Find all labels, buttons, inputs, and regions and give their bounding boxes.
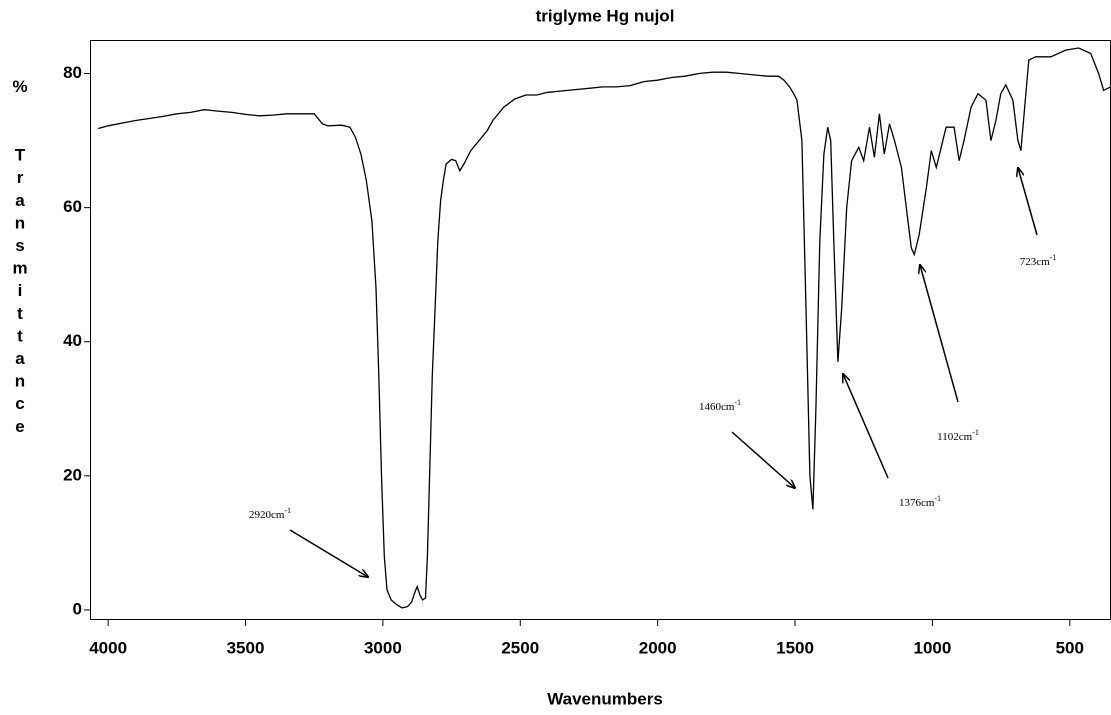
y-tick-label: 60 bbox=[63, 197, 82, 216]
x-tick-label: 3500 bbox=[227, 638, 265, 657]
annotation-text: 1102cm bbox=[937, 431, 972, 443]
annotation-text: 723cm bbox=[1020, 256, 1050, 268]
annotation: 1460cm-1 bbox=[699, 398, 741, 413]
annotation-superscript: -1 bbox=[972, 428, 979, 437]
annotation-text: 2920cm bbox=[249, 509, 285, 521]
x-tick-label: 3000 bbox=[364, 638, 402, 657]
annotation-arrow bbox=[731, 431, 795, 488]
x-tick-label: 2000 bbox=[639, 638, 677, 657]
annotation-arrow bbox=[289, 529, 368, 577]
x-axis-label: Wavenumbers bbox=[547, 689, 663, 708]
x-tick-label: 2500 bbox=[501, 638, 539, 657]
annotation: 2920cm-1 bbox=[249, 506, 291, 521]
annotation: 723cm-1 bbox=[1020, 253, 1057, 268]
annotation-superscript: -1 bbox=[284, 506, 291, 515]
x-tick-label: 500 bbox=[1056, 638, 1084, 657]
x-tick-label: 1000 bbox=[913, 638, 951, 657]
y-tick-label: 80 bbox=[63, 63, 82, 82]
annotation-arrow bbox=[920, 265, 959, 403]
chart-title: triglyme Hg nujol bbox=[536, 6, 675, 25]
annotation: 1102cm-1 bbox=[937, 428, 979, 443]
annotation-text: 1376cm bbox=[899, 497, 935, 509]
annotation-arrow bbox=[1018, 168, 1038, 236]
annotation: 1376cm-1 bbox=[899, 494, 941, 509]
x-tick-label: 1500 bbox=[776, 638, 814, 657]
y-tick-label: 20 bbox=[63, 465, 82, 484]
x-tick-label: 4000 bbox=[89, 638, 127, 657]
y-tick-label: 40 bbox=[63, 331, 82, 350]
spectrum-line bbox=[98, 47, 1111, 609]
plot-frame bbox=[90, 40, 1111, 620]
annotation-text: 1460cm bbox=[699, 401, 735, 413]
annotation-superscript: -1 bbox=[1050, 253, 1057, 262]
y-tick-label: 0 bbox=[73, 599, 82, 618]
annotation-superscript: -1 bbox=[734, 398, 741, 407]
annotation-arrow bbox=[843, 374, 889, 479]
annotation-superscript: -1 bbox=[934, 494, 941, 503]
